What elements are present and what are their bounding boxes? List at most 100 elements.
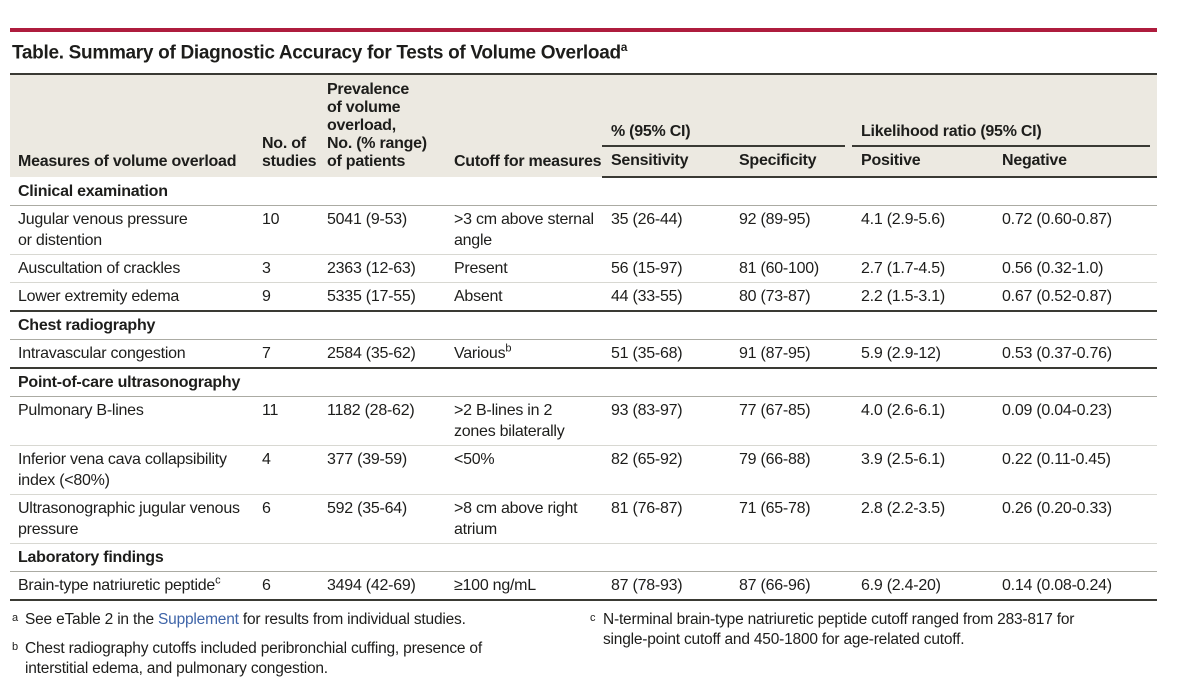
- footnote-b-marker: b: [12, 641, 19, 654]
- column-header-prevalence: Prevalence of volume overload, No. (% ra…: [318, 75, 445, 178]
- table-row: Auscultation of crackles 3 2363 (12-63) …: [10, 254, 1158, 283]
- cell-lr-negative: 0.72 (0.60-0.87): [993, 205, 1158, 255]
- cell-cutoff: >8 cm above right atrium: [445, 494, 602, 544]
- section-label: Laboratory findings: [10, 543, 1158, 573]
- table-row: Intravascular congestion 7 2584 (35-62) …: [10, 339, 1158, 369]
- cell-lr-negative: 0.14 (0.08-0.24): [993, 571, 1158, 601]
- section-label: Point-of-care ultrasonography: [10, 367, 1158, 398]
- accent-bar: [10, 28, 1157, 32]
- footnote-b: b Chest radiography cutoffs included per…: [12, 639, 560, 679]
- table-title-text: Table. Summary of Diagnostic Accuracy fo…: [12, 42, 621, 64]
- cell-measure: Jugular venous pressure or distention: [10, 205, 253, 255]
- table-figure: Table. Summary of Diagnostic Accuracy fo…: [10, 0, 1158, 696]
- cell-lr-negative: 0.53 (0.37-0.76): [993, 339, 1158, 369]
- column-header-specificity: Specificity: [730, 147, 853, 179]
- cell-measure: Pulmonary B-lines: [10, 396, 253, 446]
- column-header-positive: Positive: [852, 147, 994, 179]
- table-title: Table. Summary of Diagnostic Accuracy fo…: [10, 32, 1157, 76]
- cell-measure: Intravascular congestion: [10, 339, 253, 369]
- cell-prevalence: 5041 (9-53): [318, 205, 445, 255]
- footnote-c-text: N-terminal brain-type natriuretic peptid…: [603, 611, 1075, 649]
- column-header-measures: Measures of volume overload: [10, 75, 253, 178]
- cell-lr-positive: 2.7 (1.7-4.5): [852, 254, 994, 283]
- cell-cutoff: >3 cm above sternal angle: [445, 205, 602, 255]
- cell-sensitivity: 44 (33-55): [602, 282, 730, 312]
- cell-studies: 6: [253, 571, 318, 601]
- footnote-a: a See eTable 2 in the Supplement for res…: [12, 610, 560, 630]
- footnote-c-marker: c: [590, 612, 596, 625]
- cell-lr-negative: 0.26 (0.20-0.33): [993, 494, 1158, 544]
- cell-cutoff: ≥100 ng/mL: [445, 571, 602, 601]
- footnote-c: c N-terminal brain-type natriuretic pept…: [590, 610, 1135, 650]
- column-header-negative: Negative: [993, 147, 1158, 179]
- footnote-a-text: See eTable 2 in the Supplement for resul…: [25, 611, 466, 629]
- table-row: Ultrasonographic jugular venous pressure…: [10, 494, 1158, 544]
- cell-prevalence: 5335 (17-55): [318, 282, 445, 312]
- column-group-percent-ci-label: % (95% CI): [602, 123, 846, 148]
- cell-specificity: 71 (65-78): [730, 494, 853, 544]
- section-label: Clinical examination: [10, 177, 1158, 207]
- cell-prevalence: 377 (39-59): [318, 445, 445, 495]
- cell-lr-positive: 5.9 (2.9-12): [852, 339, 994, 369]
- cell-cutoff-text: Various: [454, 345, 506, 363]
- cell-prevalence: 3494 (42-69): [318, 571, 445, 601]
- cell-cutoff: Variousb: [445, 339, 602, 369]
- cell-sensitivity: 56 (15-97): [602, 254, 730, 283]
- cell-prevalence: 592 (35-64): [318, 494, 445, 544]
- cell-measure: Brain-type natriuretic peptidec: [10, 571, 253, 601]
- cell-studies: 11: [253, 396, 318, 446]
- cell-measure: Lower extremity edema: [10, 282, 253, 312]
- cell-prevalence: 2584 (35-62): [318, 339, 445, 369]
- cell-specificity: 77 (67-85): [730, 396, 853, 446]
- supplement-link[interactable]: Supplement: [158, 611, 239, 629]
- column-header-sensitivity: Sensitivity: [602, 147, 730, 179]
- cell-lr-negative: 0.67 (0.52-0.87): [993, 282, 1158, 312]
- cell-lr-positive: 2.2 (1.5-3.1): [852, 282, 994, 312]
- section-row-point-of-care-ultrasonography: Point-of-care ultrasonography: [10, 367, 1158, 398]
- column-group-percent-ci: % (95% CI): [602, 75, 853, 148]
- section-row-chest-radiography: Chest radiography: [10, 310, 1158, 341]
- cell-sensitivity: 51 (35-68): [602, 339, 730, 369]
- cell-lr-positive: 2.8 (2.2-3.5): [852, 494, 994, 544]
- cell-measure-text: Brain-type natriuretic peptide: [18, 577, 216, 595]
- cell-studies: 7: [253, 339, 318, 369]
- cell-lr-positive: 6.9 (2.4-20): [852, 571, 994, 601]
- cell-lr-negative: 0.09 (0.04-0.23): [993, 396, 1158, 446]
- table-row: Inferior vena cava collapsibility index …: [10, 445, 1158, 495]
- cell-sensitivity: 93 (83-97): [602, 396, 730, 446]
- cell-specificity: 92 (89-95): [730, 205, 853, 255]
- column-group-likelihood-ratio: Likelihood ratio (95% CI): [852, 75, 1158, 148]
- section-label: Chest radiography: [10, 310, 1158, 341]
- table-row: Pulmonary B-lines 11 1182 (28-62) >2 B-l…: [10, 396, 1158, 446]
- column-group-likelihood-ratio-label: Likelihood ratio (95% CI): [852, 123, 1151, 148]
- section-row-laboratory-findings: Laboratory findings: [10, 543, 1158, 573]
- cell-measure: Ultrasonographic jugular venous pressure: [10, 494, 253, 544]
- cell-sensitivity: 35 (26-44): [602, 205, 730, 255]
- cell-studies: 4: [253, 445, 318, 495]
- footnotes: a See eTable 2 in the Supplement for res…: [10, 601, 1157, 696]
- cell-lr-positive: 4.1 (2.9-5.6): [852, 205, 994, 255]
- cell-studies: 10: [253, 205, 318, 255]
- cell-lr-positive: 3.9 (2.5-6.1): [852, 445, 994, 495]
- cell-cutoff: <50%: [445, 445, 602, 495]
- cell-lr-negative: 0.56 (0.32-1.0): [993, 254, 1158, 283]
- footnote-marker-c: c: [215, 575, 221, 587]
- diagnostic-accuracy-table: Measures of volume overload No. of studi…: [10, 75, 1158, 602]
- cell-specificity: 87 (66-96): [730, 571, 853, 601]
- footnotes-right-column: c N-terminal brain-type natriuretic pept…: [590, 610, 1135, 679]
- cell-specificity: 81 (60-100): [730, 254, 853, 283]
- cell-measure: Inferior vena cava collapsibility index …: [10, 445, 253, 495]
- cell-lr-positive: 4.0 (2.6-6.1): [852, 396, 994, 446]
- footnote-a-marker: a: [12, 612, 19, 625]
- title-footnote-marker-a: a: [620, 40, 628, 54]
- table-row: Lower extremity edema 9 5335 (17-55) Abs…: [10, 282, 1158, 312]
- cell-cutoff: Absent: [445, 282, 602, 312]
- cell-cutoff: Present: [445, 254, 602, 283]
- footnote-marker-b: b: [505, 343, 512, 355]
- cell-studies: 3: [253, 254, 318, 283]
- footnotes-left-column: a See eTable 2 in the Supplement for res…: [12, 610, 560, 679]
- cell-sensitivity: 87 (78-93): [602, 571, 730, 601]
- cell-prevalence: 1182 (28-62): [318, 396, 445, 446]
- cell-studies: 6: [253, 494, 318, 544]
- table-row: Jugular venous pressure or distention 10…: [10, 205, 1158, 255]
